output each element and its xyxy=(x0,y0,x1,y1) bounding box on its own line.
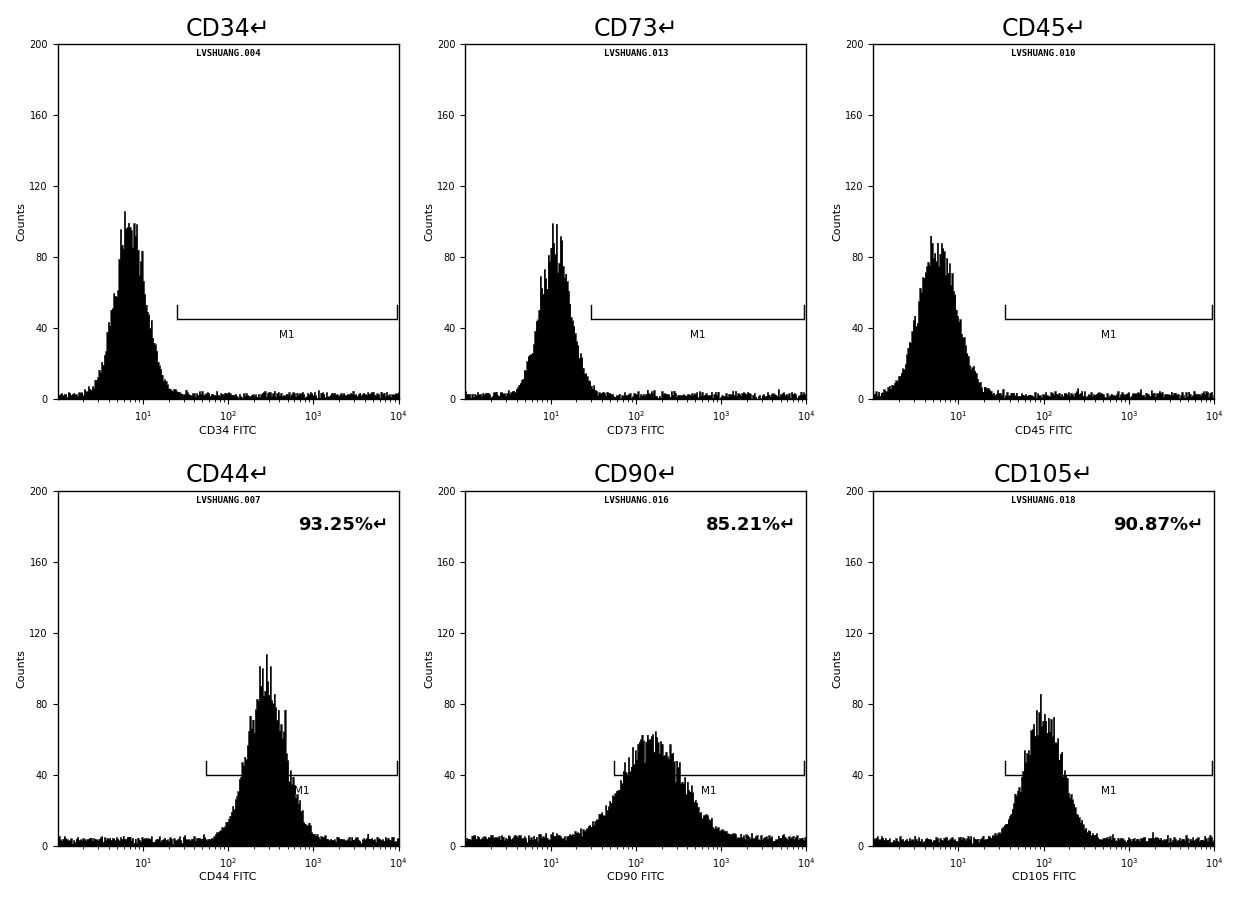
X-axis label: CD34 FITC: CD34 FITC xyxy=(200,425,257,436)
Title: CD44↵: CD44↵ xyxy=(186,463,270,487)
Title: CD34↵: CD34↵ xyxy=(186,17,270,40)
Y-axis label: Counts: Counts xyxy=(832,649,842,688)
Y-axis label: Counts: Counts xyxy=(16,649,27,688)
Text: M1: M1 xyxy=(702,786,717,796)
X-axis label: CD44 FITC: CD44 FITC xyxy=(200,872,257,882)
Title: CD105↵: CD105↵ xyxy=(993,463,1094,487)
Text: LVSHUANG.013: LVSHUANG.013 xyxy=(604,49,668,58)
Title: CD45↵: CD45↵ xyxy=(1001,17,1086,40)
X-axis label: CD73 FITC: CD73 FITC xyxy=(608,425,665,436)
Text: M1: M1 xyxy=(691,330,706,340)
X-axis label: CD45 FITC: CD45 FITC xyxy=(1016,425,1073,436)
Text: M1: M1 xyxy=(279,330,294,340)
Text: 93.25%↵: 93.25%↵ xyxy=(298,516,388,534)
Y-axis label: Counts: Counts xyxy=(424,202,434,241)
Text: LVSHUANG.010: LVSHUANG.010 xyxy=(1012,49,1076,58)
Y-axis label: Counts: Counts xyxy=(832,202,842,241)
Text: LVSHUANG.004: LVSHUANG.004 xyxy=(196,49,260,58)
Text: 85.21%↵: 85.21%↵ xyxy=(706,516,796,534)
Y-axis label: Counts: Counts xyxy=(16,202,27,241)
X-axis label: CD90 FITC: CD90 FITC xyxy=(608,872,665,882)
Text: LVSHUANG.016: LVSHUANG.016 xyxy=(604,496,668,505)
Y-axis label: Counts: Counts xyxy=(424,649,434,688)
Text: M1: M1 xyxy=(1101,786,1116,796)
Text: M1: M1 xyxy=(1101,330,1116,340)
Text: M1: M1 xyxy=(294,786,309,796)
Title: CD90↵: CD90↵ xyxy=(594,463,678,487)
Text: LVSHUANG.007: LVSHUANG.007 xyxy=(196,496,260,505)
Title: CD73↵: CD73↵ xyxy=(594,17,678,40)
Text: LVSHUANG.018: LVSHUANG.018 xyxy=(1012,496,1076,505)
X-axis label: CD105 FITC: CD105 FITC xyxy=(1012,872,1076,882)
Text: 90.87%↵: 90.87%↵ xyxy=(1114,516,1204,534)
